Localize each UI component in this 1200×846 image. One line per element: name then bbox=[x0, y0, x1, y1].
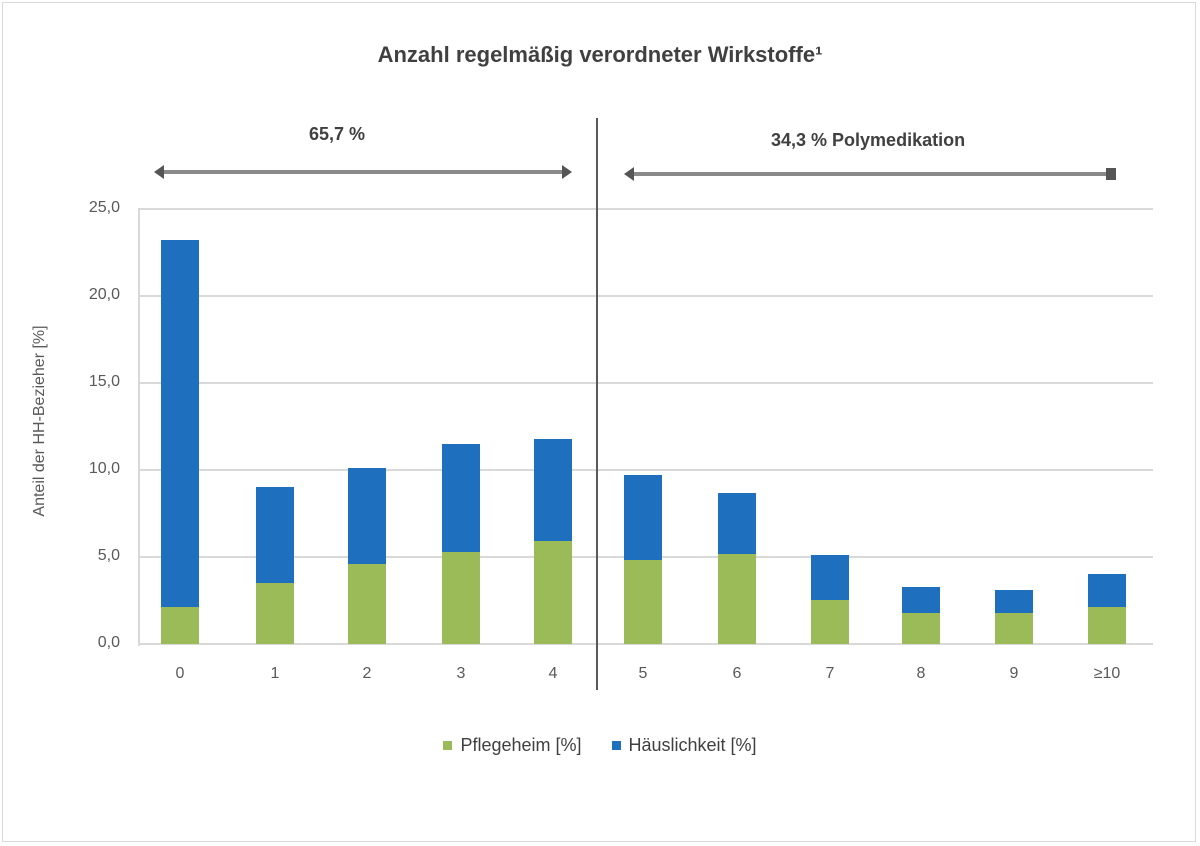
polymedication-divider bbox=[596, 118, 598, 690]
legend-label: Pflegeheim [%] bbox=[460, 735, 582, 755]
chart-title: Anzahl regelmäßig verordneter Wirkstoffe… bbox=[377, 42, 823, 67]
bar-1 bbox=[256, 487, 294, 644]
bar-8 bbox=[902, 586, 940, 644]
bar-segment-pflegeheim bbox=[534, 541, 572, 644]
x-tick-label: 6 bbox=[732, 665, 742, 682]
gridline bbox=[138, 469, 1153, 471]
bar-segment-pflegeheim bbox=[624, 560, 662, 644]
bar-0 bbox=[161, 240, 199, 644]
bar-segment-haeuslichkeit bbox=[624, 475, 662, 561]
bar-segment-haeuslichkeit bbox=[256, 487, 294, 584]
bar-segment-pflegeheim bbox=[995, 612, 1033, 644]
bar-segment-haeuslichkeit bbox=[442, 443, 480, 552]
arrow-left-head-icon bbox=[624, 167, 634, 181]
bar-segment-pflegeheim bbox=[811, 600, 849, 644]
bar-segment-pflegeheim bbox=[1088, 607, 1126, 644]
bar-segment-pflegeheim bbox=[348, 563, 386, 644]
y-axis-label: Anteil der HH-Bezieher [%] bbox=[31, 325, 48, 517]
x-tick-label: 4 bbox=[548, 665, 558, 682]
x-tick-label: 3 bbox=[456, 665, 466, 682]
bar-segment-haeuslichkeit bbox=[902, 586, 940, 613]
legend-item-pflegeheim: Pflegeheim [%] bbox=[443, 735, 582, 756]
bar-6 bbox=[718, 492, 756, 644]
bar-segment-haeuslichkeit bbox=[534, 438, 572, 542]
left-span-arrow bbox=[154, 165, 572, 179]
y-tick-label: 25,0 bbox=[88, 199, 120, 216]
y-tick-label: 5,0 bbox=[97, 547, 120, 564]
bar-3 bbox=[442, 443, 480, 644]
gridline bbox=[138, 295, 1153, 297]
legend-label: Häuslichkeit [%] bbox=[628, 735, 757, 755]
y-tick-label: 0,0 bbox=[97, 634, 120, 651]
bar-segment-haeuslichkeit bbox=[995, 590, 1033, 613]
legend-item-haeuslichkeit: Häuslichkeit [%] bbox=[611, 735, 757, 756]
left-span-label: 65,7 % bbox=[309, 124, 366, 144]
y-tick-label: 10,0 bbox=[88, 460, 120, 477]
bar-segment-haeuslichkeit bbox=[718, 492, 756, 554]
x-tick-label: 8 bbox=[916, 665, 926, 682]
x-tick-label: 5 bbox=[638, 665, 648, 682]
legend: Pflegeheim [%] Häuslichkeit [%] bbox=[0, 735, 1200, 756]
x-tick-label: 2 bbox=[362, 665, 372, 682]
arrow-right-head-icon bbox=[562, 165, 572, 179]
bar-5 bbox=[624, 475, 662, 644]
gridline bbox=[138, 208, 1153, 211]
x-tick-label: 7 bbox=[825, 665, 835, 682]
arrow-end-marker-icon bbox=[1106, 168, 1116, 180]
right-span-label: 34,3 % Polymedikation bbox=[771, 130, 966, 150]
y-axis-line bbox=[138, 209, 140, 646]
x-tick-label: 0 bbox=[175, 665, 185, 682]
right-span-arrow bbox=[624, 167, 1116, 181]
y-tick-label: 20,0 bbox=[88, 286, 120, 303]
bar-segment-haeuslichkeit bbox=[811, 555, 849, 601]
bar-9 bbox=[995, 590, 1033, 644]
bar-segment-haeuslichkeit bbox=[161, 240, 199, 608]
x-tick-label: 1 bbox=[270, 665, 280, 682]
legend-swatch-blue-icon bbox=[611, 741, 621, 750]
bar-segment-pflegeheim bbox=[902, 612, 940, 644]
bar-≥10 bbox=[1088, 574, 1126, 644]
bar-segment-haeuslichkeit bbox=[348, 468, 386, 564]
bar-7 bbox=[811, 555, 849, 644]
y-tick-label: 15,0 bbox=[88, 373, 120, 390]
x-tick-label: ≥10 bbox=[1093, 665, 1121, 682]
bar-segment-pflegeheim bbox=[718, 553, 756, 644]
bar-segment-pflegeheim bbox=[161, 607, 199, 644]
gridline bbox=[138, 382, 1153, 384]
arrow-left-head-icon bbox=[154, 165, 164, 179]
legend-swatch-green-icon bbox=[443, 741, 453, 750]
bar-segment-pflegeheim bbox=[256, 583, 294, 644]
bar-segment-pflegeheim bbox=[442, 551, 480, 644]
bar-segment-haeuslichkeit bbox=[1088, 574, 1126, 608]
bar-4 bbox=[534, 438, 572, 644]
x-tick-label: 9 bbox=[1009, 665, 1019, 682]
plot-area bbox=[138, 208, 1153, 645]
bar-2 bbox=[348, 468, 386, 644]
gridline bbox=[138, 643, 1153, 645]
